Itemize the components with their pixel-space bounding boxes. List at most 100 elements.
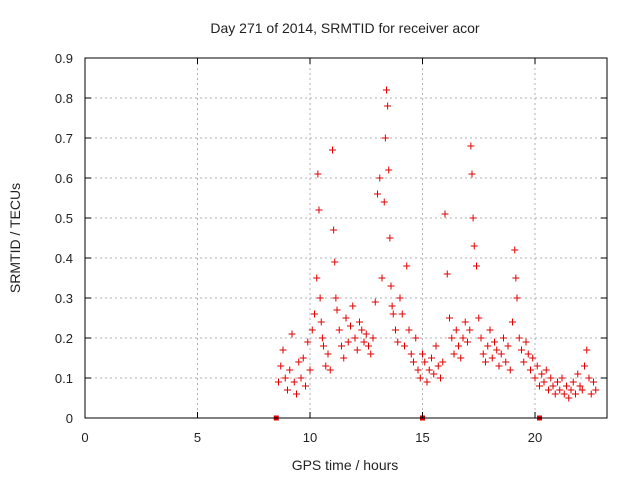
data-point [362,330,370,338]
data-point [430,370,438,378]
data-point [349,302,357,310]
data-point [412,334,420,342]
data-point [380,198,388,206]
data-point [554,378,561,386]
data-point [295,358,303,366]
data-point [482,358,489,366]
data-point [585,374,593,382]
data-point [450,350,458,358]
data-point [293,390,300,398]
data-point [333,306,341,314]
y-tick-label: 0.7 [55,131,73,146]
data-point [384,102,392,110]
data-point [365,342,372,350]
data-point [371,298,379,306]
data-point [374,190,381,198]
data-point [396,294,404,302]
data-point [439,358,447,366]
data-point [495,362,503,370]
data-point [386,234,394,242]
data-point [414,366,422,374]
ticks-layer: 0 0.1 0.2 0.3 0.4 0.5 0.6 0.7 0.8 0.9 0 5 10 15 20 [55,51,607,445]
data-point [320,342,327,350]
data-point [315,206,323,214]
y-tick-label: 0.4 [55,251,73,266]
data-point [500,334,507,342]
data-point [515,334,523,342]
data-point [434,362,442,370]
data-point [509,318,516,326]
data-point [587,390,595,398]
data-point [277,362,285,370]
data-point [457,354,465,362]
data-point [470,242,478,250]
chart-title: Day 271 of 2014, SRMTID for receiver aco… [210,20,480,36]
data-point [342,314,350,322]
x-tick-label: 0 [81,430,88,445]
y-tick-label: 0.9 [55,51,73,66]
data-point [513,294,521,302]
data-point [558,374,566,382]
data-point [428,354,435,362]
data-point [299,354,307,362]
data-point [306,366,314,374]
data-point [488,354,496,362]
data-point [446,314,453,322]
data-point [378,274,386,282]
data-point [353,346,361,354]
data-point [560,390,568,398]
data-point [340,354,348,362]
data-point [522,338,530,346]
data-point [383,86,390,94]
data-point [286,366,294,374]
x-tick-label: 10 [303,430,317,445]
data-point [367,350,375,358]
x-tick-label: 20 [528,430,542,445]
data-point [502,358,510,366]
data-point [398,310,406,318]
data-point [376,174,384,182]
data-point [475,314,483,322]
data-point [302,382,309,390]
data-point [338,342,345,350]
data-point [389,310,397,318]
data-point [331,258,339,266]
data-point [567,386,575,394]
data-point [441,210,449,218]
data-point [308,326,316,334]
y-tick-label: 0 [66,411,73,426]
data-point [448,334,456,342]
data-point [416,374,424,382]
data-point [473,262,480,270]
data-point [335,326,343,334]
y-tick-label: 0.1 [55,371,73,386]
data-point [279,346,287,354]
data-point [332,294,340,302]
data-point [326,366,334,374]
data-point [443,270,451,278]
data-point [394,338,402,346]
data-point [466,326,474,334]
data-point [563,382,570,390]
data-point [369,334,377,342]
data-point [356,318,363,326]
data-point [288,330,296,338]
data-point [392,326,399,334]
data-point [590,378,597,386]
data-point [324,350,332,358]
data-point [401,342,408,350]
data-point [484,342,492,350]
data-point [574,370,582,378]
data-point [467,142,475,150]
data-point [464,338,471,346]
data-point [511,246,519,254]
x-axis-label: GPS time / hours [292,457,399,473]
data-point [524,350,532,358]
data-point [419,350,426,358]
data-point [281,374,289,382]
data-point [410,358,417,366]
data-point [549,382,557,390]
data-point [497,350,505,358]
data-point [576,382,584,390]
